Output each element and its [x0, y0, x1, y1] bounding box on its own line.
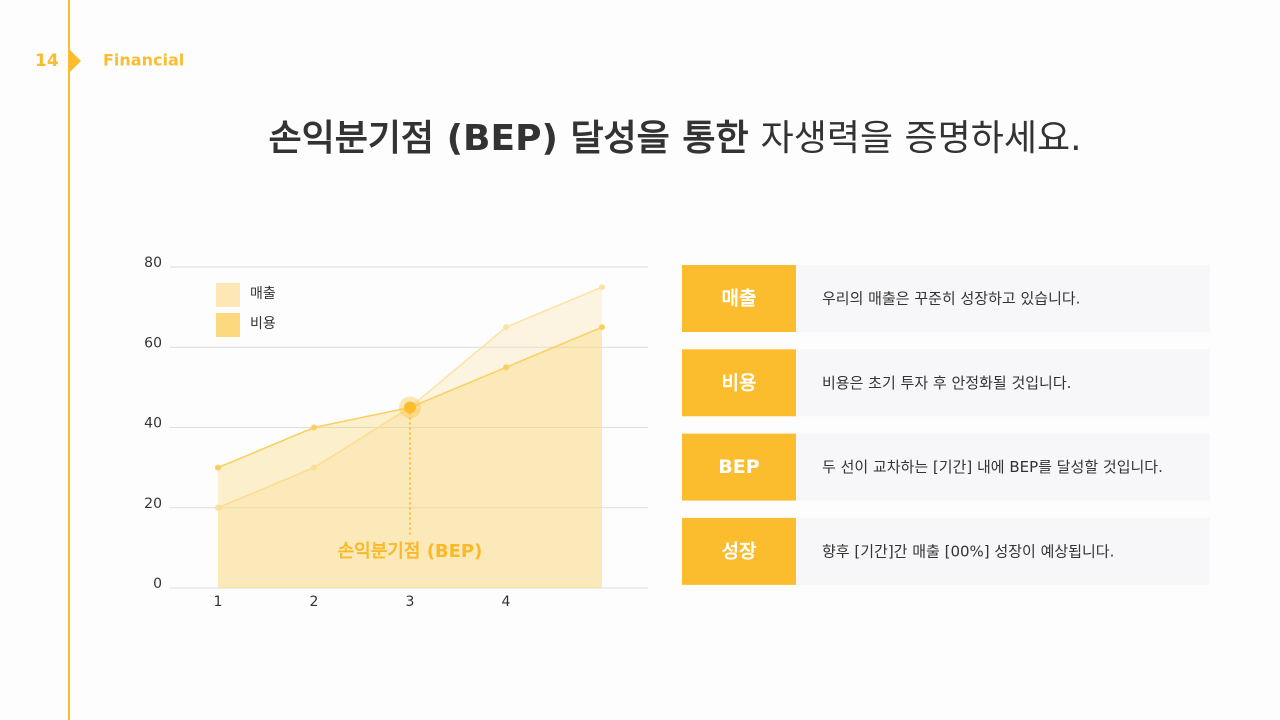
- y-tick-label: 40: [144, 416, 162, 432]
- data-point: [503, 324, 509, 331]
- title-bold: 손익분기점 (BEP) 달성을 통한: [268, 118, 748, 159]
- item-label-box: [682, 265, 796, 332]
- x-tick-label: 3: [406, 594, 415, 610]
- item-label-box: [682, 517, 796, 585]
- y-tick-label: 60: [144, 335, 162, 351]
- item-label: 비용: [722, 372, 757, 394]
- item-text: 우리의 매출은 꾸준히 성장하고 있습니다.: [822, 290, 1080, 308]
- bep-annotation: 손익분기점 (BEP): [338, 541, 483, 562]
- y-tick-label: 80: [144, 255, 162, 271]
- data-point: [215, 504, 221, 511]
- page-number: 14: [35, 51, 59, 71]
- item-text: 향후 [기간]간 매출 [00%] 성장이 예상됩니다.: [822, 542, 1114, 560]
- item-label-box: [682, 349, 796, 417]
- item-background: [796, 517, 1210, 585]
- item-background: [796, 433, 1210, 501]
- title-regular: 자생력을 증명하세요.: [761, 118, 1082, 159]
- x-tick-label: 1: [214, 594, 223, 610]
- legend-label: 비용: [250, 316, 276, 332]
- item-background: [796, 265, 1210, 332]
- legend-swatch: [216, 313, 240, 337]
- data-point: [599, 284, 605, 291]
- y-tick-label: 0: [153, 576, 162, 592]
- data-point: [311, 424, 317, 431]
- x-tick-label: 4: [502, 594, 511, 610]
- legend-label: 매출: [250, 286, 276, 302]
- item-background: [796, 349, 1210, 417]
- page-arrow: [69, 49, 81, 73]
- y-tick-label: 20: [144, 496, 162, 512]
- item-list: 매출 우리의 매출은 꾸준히 성장하고 있습니다. 비용 비용은 초기 투자 후 안정…: [682, 265, 1210, 585]
- item-label-box: [682, 433, 796, 501]
- item-label: 매출: [722, 288, 757, 310]
- data-point: [311, 464, 317, 471]
- item-text: 두 선이 교차하는 [기간] 내에 BEP를 달성할 것입니다.: [822, 458, 1163, 476]
- x-tick-label: 2: [310, 594, 319, 610]
- slide-title: 손익분기점 (BEP) 달성을 통한 자생력을 증명하세요.: [268, 118, 1081, 159]
- item-text: 비용은 초기 투자 후 안정화될 것입니다.: [822, 374, 1071, 392]
- data-point: [503, 364, 509, 371]
- item-label: BEP: [718, 456, 759, 478]
- data-point: [599, 324, 605, 331]
- item-label: 성장: [722, 540, 757, 562]
- data-point: [215, 464, 221, 471]
- bep-point: [404, 401, 416, 414]
- section-label: Financial: [103, 51, 184, 70]
- legend-swatch: [216, 283, 240, 307]
